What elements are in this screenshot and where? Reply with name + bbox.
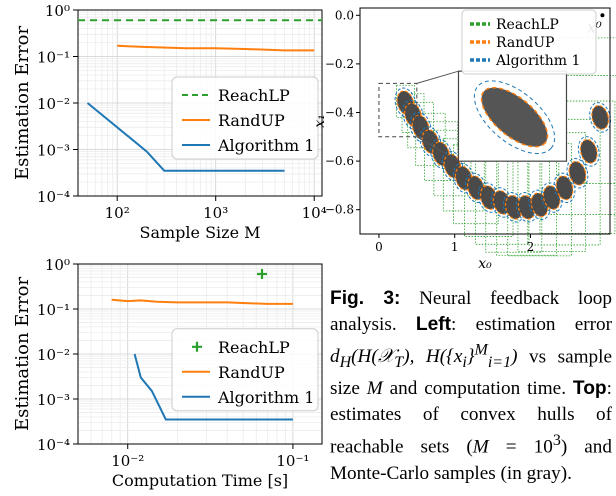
caption-fig-label: Fig. 3:	[330, 288, 401, 309]
algorithm1-hull	[402, 99, 424, 131]
caption-left: Left	[415, 314, 452, 335]
legend-label: Algorithm 1	[495, 53, 580, 69]
x-tick-label: 1	[451, 240, 459, 254]
y-tick-label: 10⁰	[45, 2, 70, 20]
x-axis-label: Computation Time [s]	[112, 471, 288, 490]
reachlp-box	[496, 149, 557, 256]
series-line	[111, 298, 293, 305]
legend-label: Algorithm 1	[217, 136, 314, 155]
y-tick-label: 10⁻³	[37, 142, 70, 160]
caption-text-6: ) and Monte-Carlo samples (in gray).	[330, 436, 612, 484]
plot-frame	[359, 7, 611, 235]
reachlp-box	[415, 112, 446, 166]
series-line	[117, 44, 315, 52]
caption-formula: dH(H(𝒳T), H({xi}Mi=1)	[330, 342, 518, 372]
algorithm1-hull	[553, 172, 576, 204]
y-axis-label: Estimation Error	[12, 26, 33, 180]
zoom-connector	[416, 70, 459, 84]
caption-top: Top	[572, 378, 607, 400]
x-tick-label: 10⁻¹	[276, 452, 309, 470]
y-tick-label: −0.2	[325, 57, 354, 71]
x-tick-label: 10³	[203, 204, 228, 222]
legend-label: ReachLP	[218, 86, 290, 105]
legend-label: Algorithm 1	[217, 388, 314, 407]
caption-m: M	[366, 378, 383, 400]
legend-label: ReachLP	[496, 17, 559, 33]
algorithm1-hull	[409, 111, 432, 143]
sample-cluster	[579, 139, 598, 164]
algorithm1-hull	[452, 162, 475, 194]
legend-marker	[192, 341, 202, 352]
reachlp-box	[407, 101, 434, 149]
x-axis-label: Sample Size M	[139, 223, 260, 242]
algorithm1-hull	[464, 172, 487, 204]
y-tick-label: 10⁻²	[37, 346, 70, 364]
y-tick-label: 10⁻⁴	[37, 436, 70, 454]
algorithm1-hull	[566, 158, 589, 189]
y-tick-label: −0.6	[325, 154, 354, 168]
y-axis-label: x₁	[312, 114, 328, 128]
legend-box	[461, 9, 597, 75]
sample-cluster	[555, 175, 574, 201]
reachlp-box	[528, 118, 601, 246]
legend-box	[171, 328, 319, 412]
legend-box	[171, 76, 319, 160]
algorithm1-hull	[394, 87, 417, 118]
series-line	[86, 102, 285, 172]
reachlp-box	[423, 121, 459, 181]
figure-caption: Fig. 3: Neural feedback loop analysis. L…	[330, 288, 612, 484]
reachlp-box	[401, 93, 425, 133]
data-point	[257, 268, 268, 279]
caption-text-4: and computation time.	[382, 378, 573, 400]
reachable-sets-plot: x⁰0120.0−0.2−0.4−0.6−0.8x₀x₁ReachLPRandU…	[312, 7, 616, 272]
y-tick-label: 10⁻³	[37, 391, 70, 409]
sample-cluster	[568, 160, 587, 186]
caption-text-2: : estimation error	[451, 314, 612, 335]
reachlp-box	[507, 143, 572, 257]
x-axis-label: x₀	[478, 256, 492, 272]
inset-sample-cluster	[480, 86, 549, 148]
legend-label: RandUP	[218, 363, 285, 382]
caption-text-5: : estimates of convex hulls of reachable…	[330, 378, 612, 458]
caption-m-eq: M	[472, 436, 489, 458]
y-tick-label: 10⁻²	[37, 95, 70, 113]
caption-text-3: vs sample size	[330, 346, 612, 400]
x-tick-label: 0	[375, 240, 383, 254]
legend-label: ReachLP	[218, 338, 290, 357]
reachlp-box	[395, 84, 415, 118]
caption-text-1: Neural feedback loop analysis.	[330, 288, 612, 335]
x-tick-label: 2	[527, 240, 535, 254]
zoom-source-box	[378, 82, 418, 138]
x-tick-label: 10⁻²	[111, 452, 144, 470]
y-axis-label: Estimation Error	[12, 277, 33, 431]
error-vs-sample-size-chart: 10⁻⁴ 10⁻³ 10⁻² 10⁻¹ 10⁰ 10² 10³ 10⁴ Sample Size …	[12, 2, 327, 242]
inset-algorithm1-hull	[473, 80, 556, 154]
algorithm1-hull	[577, 136, 600, 167]
sample-cluster	[591, 104, 610, 130]
x-tick-label: 10²	[105, 204, 130, 222]
zoom-connector	[416, 136, 459, 162]
legend-label: RandUP	[496, 35, 554, 51]
y-tick-label: 10⁻¹	[37, 49, 70, 67]
y-tick-label: −0.8	[325, 203, 354, 217]
y-tick-label: 10⁻¹	[37, 301, 70, 319]
y-tick-label: −0.4	[325, 105, 355, 119]
initial-state-point	[600, 13, 605, 18]
y-tick-label: 10⁰	[45, 256, 70, 274]
legend-label: RandUP	[218, 111, 285, 130]
y-tick-label: 10⁻⁴	[37, 188, 70, 206]
y-tick-label: 0.0	[335, 8, 354, 22]
series-line	[133, 353, 293, 421]
reachlp-box	[442, 138, 485, 212]
x-tick-label: 10⁴	[302, 204, 327, 222]
